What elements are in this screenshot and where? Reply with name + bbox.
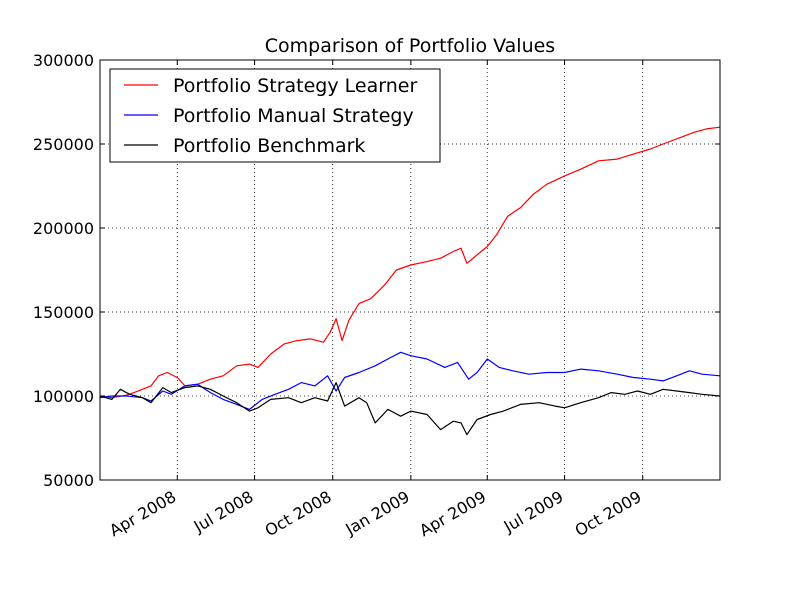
y-tick-label: 250000 [33,135,94,154]
x-tick-label: Oct 2009 [572,487,645,540]
legend: Portfolio Strategy Learner Portfolio Man… [109,68,441,163]
y-tick-label: 50000 [43,471,94,490]
plot-frame [99,59,721,481]
series-layer [99,126,721,436]
series-line-benchmark [99,382,721,436]
legend-box [109,68,441,163]
y-tick-label: 100000 [33,387,94,406]
x-tick-label: Jan 2009 [341,487,412,539]
y-tick-label: 300000 [33,51,94,70]
x-tick-label: Jul 2008 [190,487,257,537]
x-tick-label: Apr 2009 [416,487,489,540]
series-line-strategy-learner [99,126,721,399]
legend-label-strategy-learner: Portfolio Strategy Learner [173,75,417,97]
y-axis: 50000 100000 150000 200000 250000 300000 [33,51,720,490]
x-tick-label: Oct 2008 [262,487,335,540]
legend-label-manual-strategy: Portfolio Manual Strategy [173,105,414,127]
chart-title: Comparison of Portfolio Values [265,35,555,57]
y-tick-label: 150000 [33,303,94,322]
series-line-manual-strategy [99,351,721,410]
x-tick-label: Apr 2008 [106,487,179,540]
grid-layer [100,60,720,480]
legend-label-benchmark: Portfolio Benchmark [173,135,365,157]
x-tick-label: Jul 2009 [500,487,567,537]
y-tick-label: 200000 [33,219,94,238]
